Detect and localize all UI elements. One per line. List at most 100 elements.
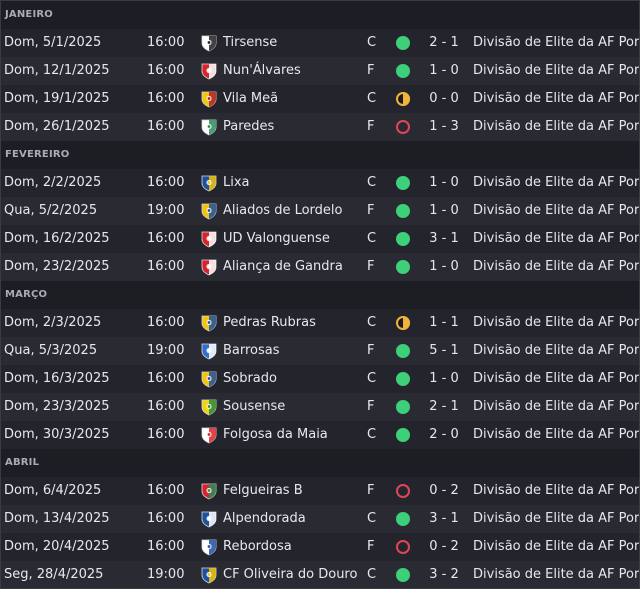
fixture-row[interactable]: Dom, 20/4/2025 16:00 Rebordosa F 0 - 2 D… xyxy=(1,533,639,561)
opponent-name[interactable]: Paredes xyxy=(223,119,275,134)
sobrado-crest-icon xyxy=(200,370,218,388)
opponent-name[interactable]: Alpendorada xyxy=(223,511,306,526)
competition-name[interactable]: Divisão de Elite da AF Porto xyxy=(473,371,640,386)
match-score[interactable]: 3 - 2 xyxy=(429,567,459,582)
fixture-row[interactable]: Dom, 26/1/2025 16:00 Paredes F 1 - 3 Div… xyxy=(1,113,639,141)
win-result-icon xyxy=(396,260,410,274)
loss-result-icon xyxy=(396,540,410,554)
competition-name[interactable]: Divisão de Elite da AF Porto xyxy=(473,567,640,582)
competition-name[interactable]: Divisão de Elite da AF Porto xyxy=(473,63,640,78)
fixture-time: 16:00 xyxy=(147,35,185,50)
opponent-name[interactable]: UD Valonguense xyxy=(223,231,330,246)
opponent-name[interactable]: Felgueiras B xyxy=(223,483,303,498)
draw-result-icon xyxy=(396,92,410,106)
fixture-date: Dom, 2/3/2025 xyxy=(4,315,102,330)
match-score[interactable]: 1 - 0 xyxy=(429,259,459,274)
win-result-icon xyxy=(396,232,410,246)
competition-name[interactable]: Divisão de Elite da AF Porto xyxy=(473,315,640,330)
opponent-name[interactable]: Rebordosa xyxy=(223,539,292,554)
result-icon xyxy=(396,512,410,526)
result-icon xyxy=(396,428,410,442)
match-score[interactable]: 0 - 2 xyxy=(429,483,459,498)
fixture-row[interactable]: Dom, 5/1/2025 16:00 Tirsense C 2 - 1 Div… xyxy=(1,29,639,57)
fixture-row[interactable]: Dom, 23/2/2025 16:00 Aliança de Gandra F… xyxy=(1,253,639,281)
fixture-date: Qua, 5/2/2025 xyxy=(4,203,98,218)
match-score[interactable]: 2 - 1 xyxy=(429,399,459,414)
competition-name[interactable]: Divisão de Elite da AF Porto xyxy=(473,91,640,106)
fixture-row[interactable]: Qua, 5/2/2025 19:00 Aliados de Lordelo F… xyxy=(1,197,639,225)
competition-name[interactable]: Divisão de Elite da AF Porto xyxy=(473,427,640,442)
ud-valonguense-crest-icon xyxy=(200,230,218,248)
competition-name[interactable]: Divisão de Elite da AF Porto xyxy=(473,511,640,526)
fixture-time: 16:00 xyxy=(147,399,185,414)
fixture-row[interactable]: Dom, 23/3/2025 16:00 Sousense F 2 - 1 Di… xyxy=(1,393,639,421)
fixture-date: Dom, 16/2/2025 xyxy=(4,231,110,246)
match-score[interactable]: 0 - 2 xyxy=(429,539,459,554)
venue-indicator: F xyxy=(367,399,375,414)
fixture-row[interactable]: Dom, 16/2/2025 16:00 UD Valonguense C 3 … xyxy=(1,225,639,253)
match-score[interactable]: 1 - 0 xyxy=(429,63,459,78)
fixture-row[interactable]: Dom, 12/1/2025 16:00 Nun'Álvares F 1 - 0… xyxy=(1,57,639,85)
opponent-name[interactable]: Aliança de Gandra xyxy=(223,259,343,274)
match-score[interactable]: 1 - 0 xyxy=(429,371,459,386)
competition-name[interactable]: Divisão de Elite da AF Porto xyxy=(473,119,640,134)
fixture-time: 19:00 xyxy=(147,203,185,218)
pedras-rubras-crest-icon xyxy=(200,314,218,332)
opponent-name[interactable]: Pedras Rubras xyxy=(223,315,316,330)
match-score[interactable]: 3 - 1 xyxy=(429,231,459,246)
fixture-row[interactable]: Dom, 2/3/2025 16:00 Pedras Rubras C 1 - … xyxy=(1,309,639,337)
fixture-date: Dom, 13/4/2025 xyxy=(4,511,110,526)
match-score[interactable]: 2 - 1 xyxy=(429,35,459,50)
opponent-name[interactable]: Sousense xyxy=(223,399,286,414)
fixture-row[interactable]: Dom, 16/3/2025 16:00 Sobrado C 1 - 0 Div… xyxy=(1,365,639,393)
competition-name[interactable]: Divisão de Elite da AF Porto xyxy=(473,399,640,414)
opponent-name[interactable]: Vila Meã xyxy=(223,91,279,106)
fixture-row[interactable]: Dom, 2/2/2025 16:00 Lixa C 1 - 0 Divisão… xyxy=(1,169,639,197)
opponent-name[interactable]: Barrosas xyxy=(223,343,280,358)
competition-name[interactable]: Divisão de Elite da AF Porto xyxy=(473,539,640,554)
competition-name[interactable]: Divisão de Elite da AF Porto xyxy=(473,343,640,358)
result-icon xyxy=(396,568,410,582)
opponent-name[interactable]: Nun'Álvares xyxy=(223,63,301,78)
match-score[interactable]: 3 - 1 xyxy=(429,511,459,526)
fixture-row[interactable]: Seg, 28/4/2025 19:00 CF Oliveira do Dour… xyxy=(1,561,640,588)
venue-indicator: C xyxy=(367,511,377,526)
competition-name[interactable]: Divisão de Elite da AF Porto xyxy=(473,35,640,50)
fixture-time: 16:00 xyxy=(147,119,185,134)
match-score[interactable]: 1 - 1 xyxy=(429,315,459,330)
opponent-name[interactable]: Aliados de Lordelo xyxy=(223,203,343,218)
venue-indicator: C xyxy=(367,427,377,442)
competition-name[interactable]: Divisão de Elite da AF Porto xyxy=(473,231,640,246)
fixture-row[interactable]: Qua, 5/3/2025 19:00 Barrosas F 5 - 1 Div… xyxy=(1,337,639,365)
match-score[interactable]: 0 - 0 xyxy=(429,91,459,106)
opponent-name[interactable]: Folgosa da Maia xyxy=(223,427,328,442)
venue-indicator: F xyxy=(367,539,375,554)
competition-name[interactable]: Divisão de Elite da AF Porto xyxy=(473,259,640,274)
match-score[interactable]: 2 - 0 xyxy=(429,427,459,442)
venue-indicator: F xyxy=(367,203,375,218)
fixture-time: 16:00 xyxy=(147,231,185,246)
competition-name[interactable]: Divisão de Elite da AF Porto xyxy=(473,203,640,218)
result-icon xyxy=(396,400,410,414)
match-score[interactable]: 5 - 1 xyxy=(429,343,459,358)
fixture-date: Dom, 16/3/2025 xyxy=(4,371,110,386)
fixture-row[interactable]: Dom, 19/1/2025 16:00 Vila Meã C 0 - 0 Di… xyxy=(1,85,639,113)
win-result-icon xyxy=(396,568,410,582)
opponent-name[interactable]: Tirsense xyxy=(223,35,278,50)
opponent-name[interactable]: Sobrado xyxy=(223,371,277,386)
competition-name[interactable]: Divisão de Elite da AF Porto xyxy=(473,483,640,498)
nunalvares-crest-icon xyxy=(200,62,218,80)
competition-name[interactable]: Divisão de Elite da AF Porto xyxy=(473,175,640,190)
match-score[interactable]: 1 - 3 xyxy=(429,119,459,134)
opponent-name[interactable]: CF Oliveira do Douro xyxy=(223,567,358,582)
opponent-name[interactable]: Lixa xyxy=(223,175,250,190)
draw-result-icon xyxy=(396,316,410,330)
match-score[interactable]: 1 - 0 xyxy=(429,175,459,190)
fixture-time: 16:00 xyxy=(147,483,185,498)
fixture-row[interactable]: Dom, 6/4/2025 16:00 Felgueiras B F 0 - 2… xyxy=(1,477,639,505)
fixture-row[interactable]: Dom, 30/3/2025 16:00 Folgosa da Maia C 2… xyxy=(1,421,639,449)
match-score[interactable]: 1 - 0 xyxy=(429,203,459,218)
fixture-row[interactable]: Dom, 13/4/2025 16:00 Alpendorada C 3 - 1… xyxy=(1,505,639,533)
result-icon xyxy=(396,232,410,246)
